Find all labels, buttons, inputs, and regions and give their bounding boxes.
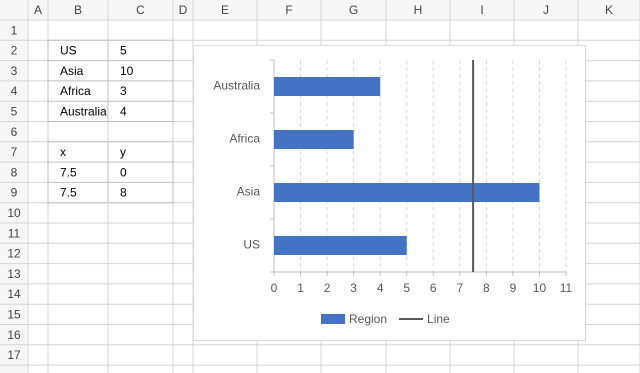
cell-text[interactable]: Africa [60, 84, 91, 98]
bar [274, 183, 540, 202]
cell-text[interactable]: y [120, 145, 126, 159]
row-header[interactable]: 17 [7, 348, 21, 362]
x-tick-label: 10 [533, 281, 547, 295]
legend-label[interactable]: Line [427, 312, 450, 326]
column-header[interactable]: H [414, 3, 423, 17]
legend-label[interactable]: Region [349, 312, 387, 326]
bar [274, 236, 407, 255]
header-bg [0, 0, 28, 373]
bar [274, 130, 354, 149]
cell-text[interactable]: 3 [120, 84, 127, 98]
column-header[interactable]: J [543, 3, 549, 17]
row-header[interactable]: 16 [7, 328, 21, 342]
cell-text[interactable]: US [60, 44, 77, 58]
x-tick-label: 4 [377, 281, 384, 295]
row-header[interactable]: 7 [11, 145, 18, 159]
chart[interactable]: 0 1 2 3 4 5 6 7 8 9 10 11 US Asia Africa Australia Regio… [193, 45, 586, 341]
column-header[interactable]: A [34, 3, 42, 17]
category-label: Africa [229, 132, 260, 146]
category-label: Asia [237, 185, 261, 199]
row-header[interactable]: 2 [11, 44, 18, 58]
header-bg [0, 0, 640, 20]
x-tick-label: 8 [483, 281, 490, 295]
column-header[interactable]: E [221, 3, 229, 17]
cell-text[interactable]: 10 [120, 64, 134, 78]
x-tick-label: 2 [324, 281, 331, 295]
cell-text[interactable]: 5 [120, 44, 127, 58]
column-header[interactable]: B [74, 3, 82, 17]
row-header[interactable]: 14 [7, 287, 21, 301]
x-tick-label: 7 [456, 281, 463, 295]
cell-text[interactable]: 4 [120, 105, 127, 119]
row-header[interactable]: 10 [7, 206, 21, 220]
row-header[interactable]: 5 [11, 105, 18, 119]
x-tick-label: 6 [430, 281, 437, 295]
row-header[interactable]: 11 [8, 226, 21, 240]
x-tick-label: 5 [403, 281, 410, 295]
row-header[interactable]: 12 [7, 247, 21, 261]
cell-text[interactable]: x [60, 145, 66, 159]
row-header[interactable]: 1 [11, 23, 18, 37]
column-header[interactable]: I [480, 3, 483, 17]
row-header[interactable]: 6 [11, 125, 18, 139]
row-header[interactable]: 4 [11, 84, 18, 98]
column-header[interactable]: C [136, 3, 145, 17]
row-header[interactable]: 8 [11, 165, 18, 179]
cell-text[interactable]: 0 [120, 165, 127, 179]
cell-text[interactable]: Asia [60, 64, 84, 78]
cell-text[interactable]: 7.5 [60, 165, 77, 179]
column-header[interactable]: G [349, 3, 358, 17]
x-tick-label: 11 [560, 281, 573, 295]
legend-swatch [321, 314, 345, 324]
table-border [47, 141, 174, 204]
row-header[interactable]: 9 [11, 186, 18, 200]
row-header[interactable]: 15 [7, 308, 21, 322]
category-label: US [243, 238, 260, 252]
cell-text[interactable]: Australia [60, 105, 107, 119]
column-header[interactable]: F [285, 3, 292, 17]
bar [274, 77, 381, 96]
row-header[interactable]: 13 [7, 267, 21, 281]
column-header[interactable]: K [605, 3, 613, 17]
category-label: Australia [213, 79, 260, 93]
cell-text[interactable]: 8 [120, 186, 127, 200]
x-tick-label: 9 [510, 281, 517, 295]
x-tick-label: 0 [271, 281, 278, 295]
x-tick-label: 1 [297, 281, 304, 295]
row-header[interactable]: 3 [11, 64, 18, 78]
x-tick-label: 3 [350, 281, 357, 295]
cell-text[interactable]: 7.5 [60, 186, 77, 200]
column-header[interactable]: D [179, 3, 188, 17]
